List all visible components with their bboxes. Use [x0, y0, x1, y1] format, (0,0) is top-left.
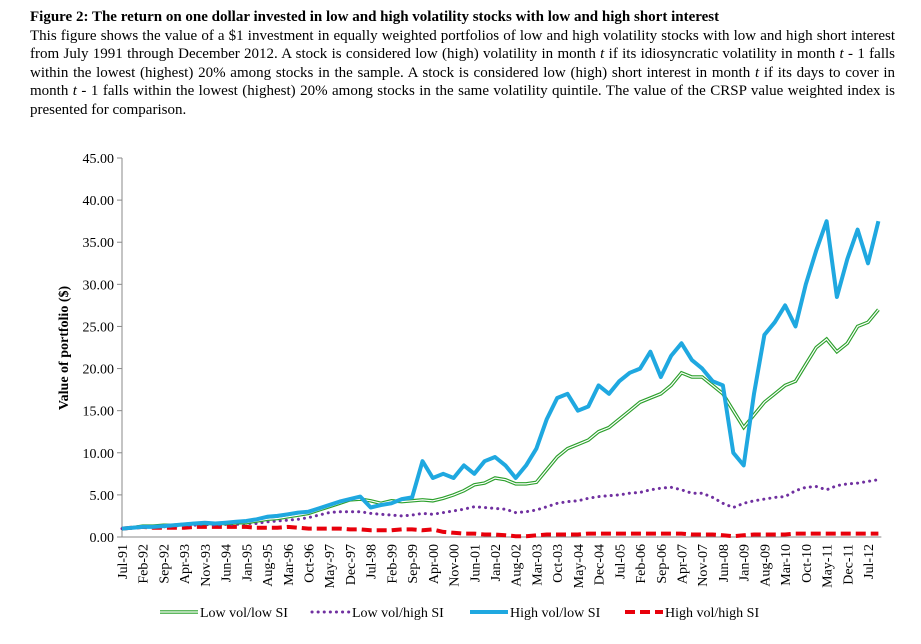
x-tick-label: Oct-96: [303, 544, 318, 583]
caption-segment: This figure shows the value of a $1 inve…: [30, 27, 895, 63]
caption: Figure 2: The return on one dollar inves…: [30, 8, 895, 119]
x-tick-label: Oct-10: [800, 544, 815, 583]
legend-item: Low vol/high SI: [310, 606, 444, 621]
x-tick-label: Jul-05: [613, 544, 628, 579]
caption-segment: t: [72, 83, 77, 99]
legend-label: Low vol/low SI: [200, 606, 288, 621]
x-tick-label: Jul-91: [116, 544, 131, 579]
legend-label: High vol/high SI: [665, 606, 759, 621]
x-tick-label: Aug-02: [510, 544, 525, 587]
series: [121, 524, 879, 539]
caption-segment: - 1 falls within the lowest (highest) 20…: [30, 83, 895, 118]
x-tick-label: May-97: [323, 544, 338, 588]
x-tick-label: Jan-02: [489, 544, 504, 581]
caption-body: This figure shows the value of a $1 inve…: [30, 27, 895, 120]
x-tick-label: Oct-03: [551, 544, 566, 583]
y-tick-label: 45.00: [83, 152, 115, 167]
legend-item: Low vol/low SI: [160, 606, 288, 621]
series: [121, 219, 881, 531]
x-tick-label: May-11: [821, 544, 836, 588]
caption-segment: if its days to cover in month: [30, 64, 895, 100]
x-tick-label: Nov-93: [199, 544, 214, 587]
x-tick-label: Jun-01: [468, 544, 483, 582]
x-tick-label: Jan-09: [738, 544, 753, 581]
y-tick-label: 10.00: [83, 447, 115, 462]
y-tick-label: 25.00: [83, 320, 115, 335]
y-tick-label: 35.00: [83, 236, 115, 251]
x-tick-label: Dec-11: [841, 544, 856, 585]
x-tick-label: Apr-93: [178, 544, 193, 584]
x-tick-label: Dec-04: [593, 544, 608, 585]
line: [121, 524, 879, 539]
x-tick-label: Sep-06: [655, 544, 670, 584]
x-tick-label: Jun-08: [717, 544, 732, 582]
y-tick-label: 30.00: [83, 278, 115, 293]
caption-segment: if its idiosyncratic volatility in month: [604, 46, 840, 62]
x-tick-label: Nov-07: [696, 544, 711, 587]
x-tick-label: Feb-99: [385, 544, 400, 584]
x-tick-label: Mar-96: [282, 544, 297, 586]
legend-label: High vol/low SI: [510, 606, 601, 621]
y-tick-label: 20.00: [83, 363, 115, 378]
caption-segment: t: [839, 46, 844, 62]
y-tick-label: 5.00: [90, 489, 115, 504]
x-tick-label: Jul-98: [365, 544, 380, 579]
x-tick-label: Jun-94: [220, 544, 235, 582]
x-tick-label: Aug-95: [261, 544, 276, 587]
x-tick-label: Aug-09: [758, 544, 773, 587]
x-tick-label: Nov-00: [448, 544, 463, 587]
caption-segment: t: [600, 46, 605, 62]
x-tick-label: Mar-10: [779, 544, 794, 586]
y-tick-label: 15.00: [83, 405, 115, 420]
x-tick-label: Apr-00: [427, 544, 442, 584]
x-tick-label: Jul-12: [862, 544, 877, 579]
x-tick-label: Jan-95: [240, 544, 255, 581]
x-tick-label: Sep-99: [406, 544, 421, 584]
line: [120, 478, 880, 531]
legend-item: High vol/high SI: [625, 606, 759, 621]
line: [121, 219, 881, 531]
x-tick-label: Apr-07: [676, 544, 691, 584]
x-tick-label: Feb-92: [137, 544, 152, 584]
caption-title: Figure 2: The return on one dollar inves…: [30, 9, 720, 25]
x-tick-label: May-04: [572, 544, 587, 588]
x-tick-label: Sep-92: [157, 544, 172, 584]
legend-item: High vol/low SI: [470, 606, 601, 621]
caption-segment: - 1 falls within the lowest (highest) 20…: [30, 46, 895, 81]
x-tick-label: Feb-06: [634, 544, 649, 584]
legend-label: Low vol/high SI: [352, 606, 444, 621]
caption-segment: t: [754, 64, 760, 81]
y-tick-label: 0.00: [90, 531, 115, 546]
x-tick-label: Dec-97: [344, 544, 359, 585]
x-tick-label: Mar-03: [530, 544, 545, 586]
y-axis-title: Value of portfolio ($): [57, 286, 72, 411]
y-tick-label: 40.00: [83, 194, 115, 209]
series: [120, 478, 880, 531]
